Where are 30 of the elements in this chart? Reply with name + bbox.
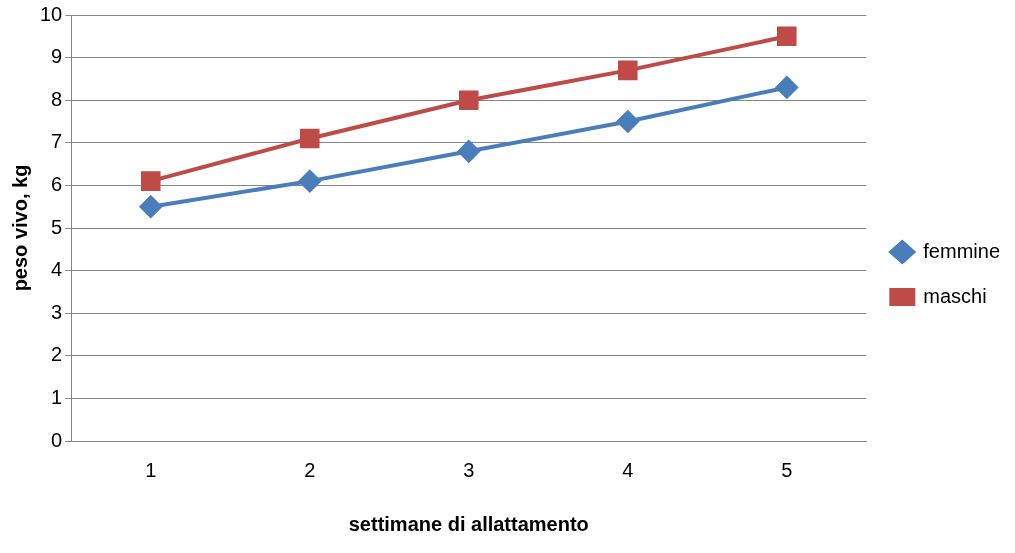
x-tick-label: 2 bbox=[304, 458, 316, 481]
y-tick-label: 8 bbox=[51, 87, 63, 110]
y-tick-label: 9 bbox=[51, 45, 63, 68]
point bbox=[618, 60, 638, 81]
point bbox=[299, 128, 320, 149]
point bbox=[139, 195, 162, 218]
point bbox=[777, 26, 797, 47]
point bbox=[775, 76, 798, 99]
x-axis-title: settimane di allattamento bbox=[348, 512, 589, 535]
x-tick-label: 3 bbox=[463, 458, 475, 481]
y-tick-label: 1 bbox=[51, 385, 63, 408]
point bbox=[298, 170, 321, 193]
point bbox=[140, 171, 161, 191]
x-tick-label: 5 bbox=[781, 458, 793, 481]
point bbox=[616, 110, 639, 133]
legend-label: femmine bbox=[923, 239, 1001, 262]
x-tick-label: 4 bbox=[622, 458, 634, 481]
y-tick-label: 2 bbox=[51, 343, 63, 366]
point bbox=[457, 140, 480, 163]
y-tick-label: 3 bbox=[51, 300, 63, 323]
y-tick-label: 5 bbox=[51, 215, 63, 238]
y-tick-label: 6 bbox=[51, 172, 63, 195]
y-tick-label: 7 bbox=[51, 130, 63, 153]
point bbox=[459, 90, 479, 110]
x-tick-label: 1 bbox=[145, 458, 157, 481]
y-axis-title: peso vivo, kg bbox=[8, 164, 31, 292]
y-tick-label: 10 bbox=[40, 2, 63, 25]
y-tick-label: 0 bbox=[51, 428, 63, 451]
y-tick-label: 4 bbox=[51, 258, 63, 281]
legend-label: maschi bbox=[923, 284, 987, 307]
